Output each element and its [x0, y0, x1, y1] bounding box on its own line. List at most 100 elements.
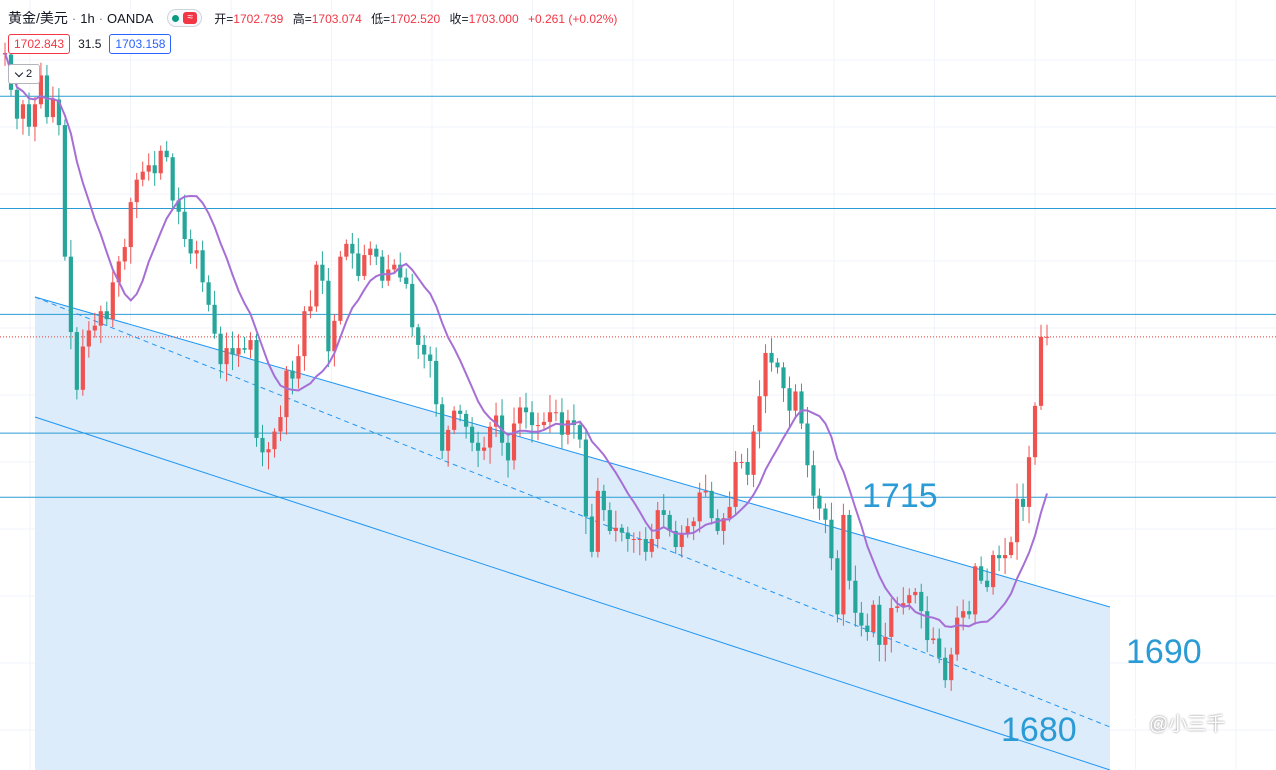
symbol-name[interactable]: 黄金/美元 [8, 10, 68, 26]
candle-body [44, 75, 50, 118]
change-value: +0.261 (+0.02%) [527, 11, 618, 26]
candle-body [290, 370, 295, 379]
candle-body [194, 250, 199, 254]
candle-body [625, 532, 630, 539]
candle-body [1032, 405, 1038, 458]
market-status-pill[interactable]: ≈ [167, 9, 203, 27]
candle-body [829, 519, 834, 559]
chart-legend: 黄金/美元 · 1h · OANDA ≈ 开=1702.739 高=1703.0… [8, 9, 617, 27]
candle-body [260, 437, 265, 453]
candle-body [883, 636, 888, 645]
moving-average-line [4, 52, 1048, 629]
candle-body [727, 506, 732, 519]
buy-price-button[interactable]: 1703.158 [109, 34, 172, 54]
spread-value: 31.5 [78, 37, 102, 51]
candle-body [733, 462, 738, 507]
candle-body [242, 348, 247, 350]
candle-body [721, 518, 726, 531]
candle-body [655, 510, 660, 539]
candle-body [254, 340, 259, 438]
candle-body [1044, 336, 1050, 338]
candle-body [553, 412, 559, 414]
candle-body [889, 607, 894, 637]
candle-body [248, 340, 253, 350]
channel-mid-line[interactable] [34, 296, 1111, 728]
candle-body [218, 333, 223, 365]
candle-body [296, 356, 301, 379]
candle-body [146, 165, 151, 172]
candle-body [535, 425, 541, 427]
candle-body [212, 304, 217, 334]
candle-body [673, 530, 678, 548]
candle-body [128, 202, 133, 248]
candle-body [362, 255, 367, 276]
candle-body [302, 311, 307, 357]
candle-body [865, 625, 870, 633]
candle-body [392, 264, 397, 270]
candle-body [871, 604, 876, 633]
candle-body [440, 404, 445, 451]
candle-body [613, 527, 618, 531]
level-label-1715: 1715 [862, 477, 938, 515]
candle-body [991, 555, 996, 588]
candle-body [224, 348, 229, 365]
candle-body [547, 412, 553, 422]
candle-body [691, 521, 696, 527]
separator: · [71, 10, 77, 26]
candle-body [416, 327, 421, 345]
candle-body [859, 612, 864, 626]
candle-body [116, 261, 121, 283]
candle-body [26, 104, 32, 127]
candle-body [511, 423, 517, 461]
candle-body [937, 638, 942, 658]
candle-body [667, 514, 672, 531]
candle-body [446, 429, 451, 451]
candle-body [176, 200, 181, 212]
channel-lower-line[interactable] [34, 416, 1111, 770]
separator: · [98, 10, 104, 26]
indicators-collapse-button[interactable]: 2 [8, 64, 40, 84]
interval-label[interactable]: 1h [80, 10, 95, 26]
regression-channel-fill [35, 297, 1110, 770]
candle-body [1002, 555, 1008, 559]
open-value: 1702.739 [233, 11, 284, 26]
candle-body [505, 442, 511, 461]
candle-body [20, 104, 26, 119]
candle-body [236, 348, 241, 355]
candle-body [709, 490, 714, 519]
candle-body [38, 75, 44, 105]
sell-price-button[interactable]: 1702.843 [8, 34, 71, 54]
candle-body [410, 283, 415, 328]
candle-body [74, 332, 79, 390]
wave-icon: ≈ [183, 12, 198, 24]
candle-body [80, 346, 85, 390]
candle-body [122, 247, 127, 262]
candle-body [32, 104, 38, 127]
candle-body [661, 510, 666, 515]
candle-body [188, 239, 193, 254]
candle-body [996, 555, 1002, 559]
candle-body [68, 256, 73, 333]
candle-body [943, 657, 948, 681]
candle-body [434, 360, 439, 405]
quote-row: 1702.843 31.5 1703.158 [8, 34, 172, 54]
chevron-down-icon [14, 68, 24, 77]
candle-body [308, 306, 313, 312]
high-label: 高= [292, 11, 312, 26]
candle-body [493, 415, 499, 427]
candle-body [847, 514, 852, 581]
candle-body [50, 99, 56, 118]
candle-body [925, 611, 930, 641]
candle-body [763, 352, 768, 397]
horizontal-levels [0, 95, 1276, 498]
candle-body [811, 465, 816, 496]
candle-body [979, 566, 984, 581]
candle-body [314, 264, 319, 307]
candle-body [1026, 457, 1032, 507]
channel-upper-line[interactable] [34, 296, 1111, 608]
candle-body [985, 580, 990, 588]
candle-body [422, 344, 427, 355]
candle-body [769, 352, 774, 363]
weibo-logo-icon [1127, 715, 1144, 730]
